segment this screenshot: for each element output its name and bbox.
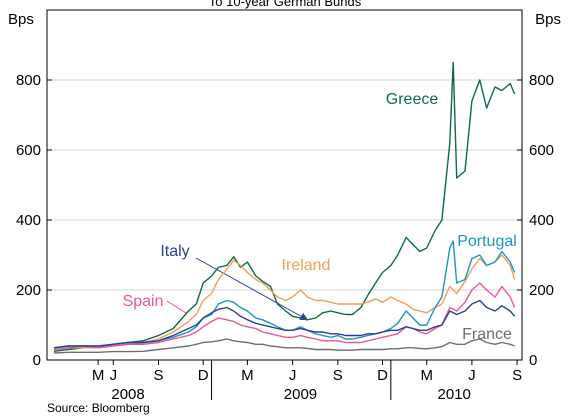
y-tick-label-left: 0 <box>33 352 41 369</box>
y-tick-label-right: 600 <box>529 142 554 159</box>
y-tick-label-right: 200 <box>529 282 554 299</box>
year-label: 2008 <box>111 386 144 403</box>
series-lines <box>53 61 516 354</box>
series-label-france: France <box>462 326 512 343</box>
left-unit-label: Bps <box>8 11 34 28</box>
x-tick-label: D <box>198 367 209 384</box>
y-tick-label-right: 800 <box>529 72 554 89</box>
series-label-italy: Italy <box>160 243 189 260</box>
annotation-arrow-group <box>195 257 309 321</box>
italy-annotation-arrow <box>195 257 309 321</box>
y-tick-label-left: 200 <box>16 282 41 299</box>
x-tick-label: D <box>377 367 388 384</box>
series-labels: Greece Ireland Portugal Spain Italy France <box>123 91 517 343</box>
source-note: Source: Bloomberg <box>47 401 150 415</box>
x-tick-label: S <box>333 367 343 384</box>
spain-leader-line <box>166 300 187 314</box>
series-line-ireland <box>53 254 516 351</box>
series-line-greece <box>53 61 516 352</box>
series-line-portugal <box>53 240 516 349</box>
y-tick-label-right: 0 <box>529 352 537 369</box>
x-tick-label: J <box>289 367 297 384</box>
plot-area <box>46 9 523 361</box>
series-line-france <box>53 338 515 354</box>
x-tick-label: S <box>512 367 522 384</box>
x-tick-label: S <box>153 367 163 384</box>
y-tick-label-left: 400 <box>16 212 41 229</box>
series-line-italy <box>53 299 516 349</box>
x-tick-label: M <box>241 367 254 384</box>
series-label-ireland: Ireland <box>282 257 331 274</box>
plot-frame <box>46 9 523 361</box>
x-tick-label: M <box>92 367 105 384</box>
right-unit-label: Bps <box>535 11 561 28</box>
series-label-greece: Greece <box>386 91 439 108</box>
series-label-portugal: Portugal <box>457 233 517 250</box>
x-tick-label: J <box>110 367 118 384</box>
chart-title: To 10-year German Bunds <box>209 0 362 9</box>
x-tick-label: J <box>468 367 476 384</box>
series-line-spain <box>53 282 516 351</box>
year-label: 2010 <box>438 386 471 403</box>
x-tick-label: M <box>420 367 433 384</box>
y-tick-label-left: 600 <box>16 142 41 159</box>
y-tick-label-left: 800 <box>16 72 41 89</box>
year-label: 2009 <box>284 386 317 403</box>
series-label-spain: Spain <box>123 293 164 310</box>
y-tick-label-right: 400 <box>529 212 554 229</box>
